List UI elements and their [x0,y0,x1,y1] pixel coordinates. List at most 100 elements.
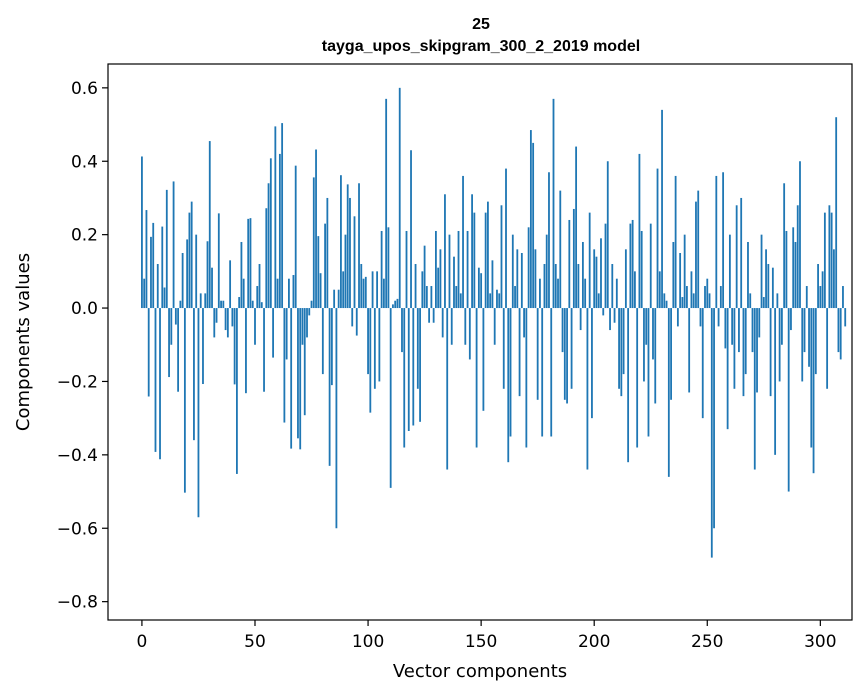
bar [401,308,403,353]
bar [584,278,587,309]
bar [464,308,467,345]
bar [647,308,650,437]
bar [394,300,397,309]
bar [767,264,770,309]
bar [425,286,428,309]
x-tick-label: 150 [465,632,497,652]
bar [428,308,431,323]
bar [780,308,783,345]
bar [306,308,308,338]
bar [206,241,209,309]
bar [629,223,632,309]
bar [683,234,686,309]
bar [760,234,763,309]
bar [810,308,813,448]
bar [801,308,804,382]
bar [292,275,295,309]
bar [448,234,451,309]
bar [364,276,367,309]
bar [195,234,198,309]
bar [808,308,810,367]
bar [308,308,311,316]
bar [783,183,786,309]
bar [385,98,388,309]
bar [557,278,559,309]
y-axis-ticks: −0.8 −0.6 −0.4 −0.2 0.0 0.2 0.4 0.6 [57,79,108,613]
bar [667,308,670,477]
bar [674,175,677,309]
bar [839,308,842,360]
bar [572,208,575,309]
chart-title-line1: 25 [472,16,490,33]
bar [638,153,641,309]
bar [559,190,562,309]
bar [471,194,473,309]
bar [550,308,553,437]
bar [186,239,189,309]
bar [529,130,532,309]
bar [790,308,792,331]
bar [258,264,261,309]
bar [414,264,417,309]
bar [342,271,345,309]
bar [740,197,743,309]
bar [663,293,666,309]
bar [484,212,487,309]
bar [570,308,573,389]
bar [165,189,168,309]
bar [208,141,211,309]
x-tick-label: 50 [244,632,266,652]
bar [459,293,462,309]
bar [796,205,799,309]
bar [778,308,781,382]
bar [649,223,652,309]
bar [193,308,195,441]
bar [202,308,204,385]
bar [710,308,713,558]
bar [324,223,326,309]
bar [156,264,159,309]
bar [516,249,519,309]
bar [511,234,514,309]
bar [245,308,247,394]
bar [319,273,322,309]
bar [692,293,695,309]
bar [315,149,317,309]
bar [145,210,148,309]
bar [814,308,817,375]
bar [541,308,544,437]
bar [794,241,797,309]
bar [432,308,435,323]
bar [742,308,745,397]
bar [661,109,663,309]
bar [168,308,170,378]
bar [615,278,618,309]
bar [396,298,399,309]
bar [593,249,596,309]
bar [491,260,494,309]
bar [147,308,150,397]
bar [446,308,449,470]
bar [812,308,815,474]
bar [844,308,847,327]
bar [620,308,623,397]
bar [421,271,424,309]
bar [161,226,164,309]
bar [817,264,819,309]
bar [577,264,580,309]
bar [771,267,774,309]
bar [177,308,180,392]
bar [435,230,437,309]
bar [480,273,483,309]
bar [769,308,772,397]
bar [701,308,704,419]
bar [351,308,354,327]
bar [229,260,232,309]
bar [765,249,767,309]
bar [624,249,627,309]
bar [231,308,234,327]
bar [204,293,207,309]
bar [367,308,369,375]
bar [676,308,679,327]
bar [681,297,684,309]
